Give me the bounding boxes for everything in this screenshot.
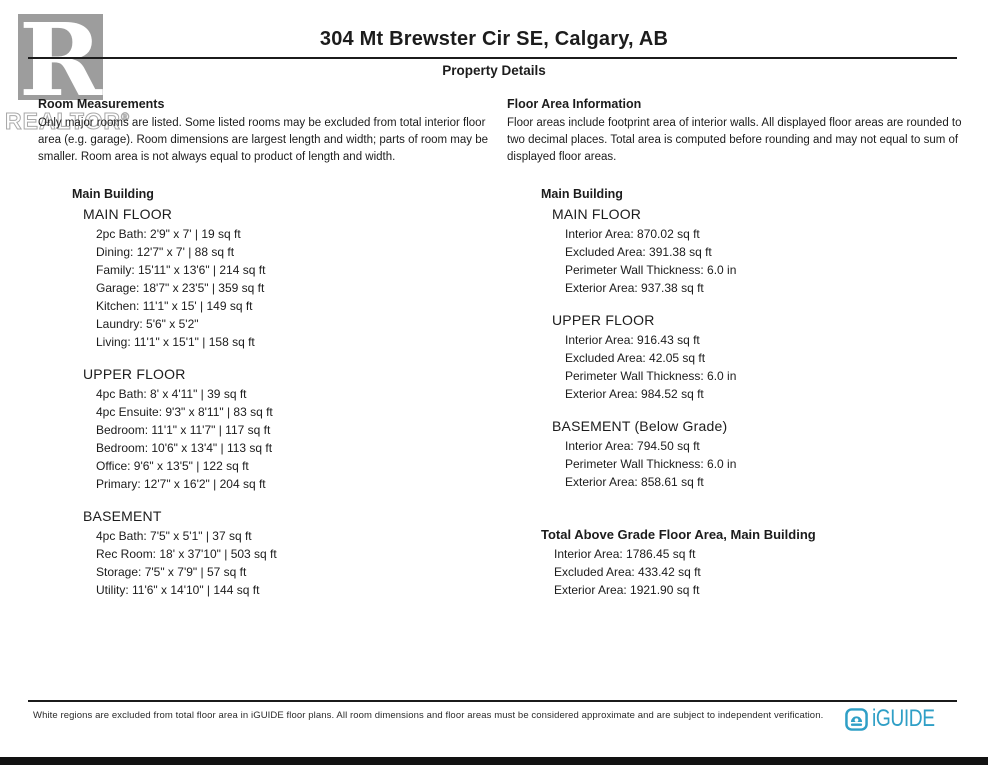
stat-item: Perimeter Wall Thickness: 6.0 in (565, 369, 737, 383)
floor-area-intro: Floor areas include footprint area of in… (507, 117, 962, 163)
stat-item: Perimeter Wall Thickness: 6.0 in (565, 457, 737, 471)
room-item: Rec Room: 18' x 37'10" | 503 sq ft (96, 547, 277, 561)
building-name: Main Building (541, 187, 623, 201)
total-stat-list: Interior Area: 1786.45 sq ft Excluded Ar… (554, 545, 962, 599)
floor-group-main-floor: MAIN FLOOR 2pc Bath: 2'9" x 7' | 19 sq f… (83, 206, 490, 351)
room-item: Bedroom: 10'6" x 13'4" | 113 sq ft (96, 441, 273, 455)
registered-trademark-icon: ® (121, 111, 131, 124)
floor-name: MAIN FLOOR (83, 206, 173, 222)
room-measurements-intro: Only major rooms are listed. Some listed… (38, 117, 489, 163)
floor-name: UPPER FLOOR (552, 312, 655, 328)
room-item: 4pc Bath: 7'5" x 5'1" | 37 sq ft (96, 529, 252, 543)
room-item: 4pc Bath: 8' x 4'11" | 39 sq ft (96, 387, 247, 401)
stat-item: Excluded Area: 433.42 sq ft (554, 565, 701, 579)
total-above-grade-section: Total Above Grade Floor Area, Main Build… (541, 527, 962, 599)
stat-list: Interior Area: 870.02 sq ft Excluded Are… (565, 225, 962, 297)
room-item: Kitchen: 11'1" x 15' | 149 sq ft (96, 299, 253, 313)
header-divider (28, 57, 957, 59)
room-measurements-column: Room Measurements Only major rooms are l… (38, 97, 490, 599)
iguide-logo[interactable]: iGUIDE (844, 705, 950, 733)
room-list: 2pc Bath: 2'9" x 7' | 19 sq ft Dining: 1… (96, 225, 490, 351)
stat-item: Exterior Area: 984.52 sq ft (565, 387, 704, 401)
room-item: Utility: 11'6" x 14'10" | 144 sq ft (96, 583, 260, 597)
page-subtitle: Property Details (442, 63, 546, 78)
floor-area-heading: Floor Area Information (507, 97, 642, 111)
floor-name: BASEMENT (Below Grade) (552, 418, 728, 434)
stat-item: Interior Area: 916.43 sq ft (565, 333, 700, 347)
stat-item: Exterior Area: 858.61 sq ft (565, 475, 704, 489)
floor-group-upper-floor: UPPER FLOOR 4pc Bath: 8' x 4'11" | 39 sq… (83, 366, 490, 493)
room-item: Garage: 18'7" x 23'5" | 359 sq ft (96, 281, 265, 295)
floor-area-building: Main Building MAIN FLOOR Interior Area: … (541, 187, 962, 491)
stat-list: Interior Area: 794.50 sq ft Perimeter Wa… (565, 437, 962, 491)
floor-name: MAIN FLOOR (552, 206, 642, 222)
room-item: Family: 15'11" x 13'6" | 214 sq ft (96, 263, 266, 277)
room-list: 4pc Bath: 8' x 4'11" | 39 sq ft 4pc Ensu… (96, 385, 490, 493)
page-title: 304 Mt Brewster Cir SE, Calgary, AB (319, 28, 669, 50)
room-item: Bedroom: 11'1" x 11'7" | 117 sq ft (96, 423, 271, 437)
footer-divider (28, 700, 957, 702)
realtor-watermark: REALTOR® (4, 108, 131, 135)
building-name: Main Building (72, 187, 154, 201)
floor-area-column: Floor Area Information Floor areas inclu… (507, 97, 962, 599)
stat-item: Interior Area: 870.02 sq ft (565, 227, 700, 241)
room-item: 4pc Ensuite: 9'3" x 8'11" | 83 sq ft (96, 405, 273, 419)
page-bottom-bar (0, 757, 988, 765)
floor-group-basement: BASEMENT 4pc Bath: 7'5" x 5'1" | 37 sq f… (83, 508, 490, 599)
room-item: Dining: 12'7" x 7' | 88 sq ft (96, 245, 235, 259)
stat-item: Exterior Area: 937.38 sq ft (565, 281, 704, 295)
room-item: Living: 11'1" x 15'1" | 158 sq ft (96, 335, 255, 349)
area-group-upper-floor: UPPER FLOOR Interior Area: 916.43 sq ft … (552, 312, 962, 403)
room-item: 2pc Bath: 2'9" x 7' | 19 sq ft (96, 227, 241, 241)
room-list: 4pc Bath: 7'5" x 5'1" | 37 sq ft Rec Roo… (96, 527, 490, 599)
stat-item: Perimeter Wall Thickness: 6.0 in (565, 263, 737, 277)
room-item: Office: 9'6" x 13'5" | 122 sq ft (96, 459, 249, 473)
iguide-camera-icon (844, 707, 868, 731)
room-item: Primary: 12'7" x 16'2" | 204 sq ft (96, 477, 266, 491)
room-measurements-heading: Room Measurements (38, 97, 165, 111)
floor-name: UPPER FLOOR (83, 366, 186, 382)
stat-list: Interior Area: 916.43 sq ft Excluded Are… (565, 331, 962, 403)
room-item: Laundry: 5'6" x 5'2" (96, 317, 199, 331)
room-item: Storage: 7'5" x 7'9" | 57 sq ft (96, 565, 247, 579)
stat-item: Interior Area: 794.50 sq ft (565, 439, 700, 453)
stat-item: Exterior Area: 1921.90 sq ft (554, 583, 700, 597)
area-group-basement: BASEMENT (Below Grade) Interior Area: 79… (552, 418, 962, 491)
room-measurements-building: Main Building MAIN FLOOR 2pc Bath: 2'9" … (72, 187, 490, 599)
footer-disclaimer: White regions are excluded from total fl… (33, 710, 824, 721)
stat-item: Interior Area: 1786.45 sq ft (554, 547, 696, 561)
stat-item: Excluded Area: 42.05 sq ft (565, 351, 706, 365)
iguide-wordmark: iGUIDE (871, 705, 935, 732)
stat-item: Excluded Area: 391.38 sq ft (565, 245, 712, 259)
floor-name: BASEMENT (83, 508, 162, 524)
area-group-main-floor: MAIN FLOOR Interior Area: 870.02 sq ft E… (552, 206, 962, 297)
total-heading: Total Above Grade Floor Area, Main Build… (541, 527, 816, 542)
